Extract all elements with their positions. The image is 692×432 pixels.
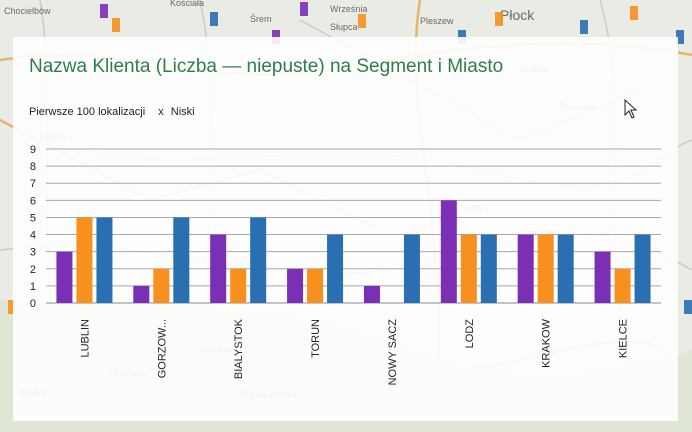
mouse-cursor-icon (624, 99, 638, 119)
bar (460, 234, 477, 303)
bar (133, 285, 150, 303)
filter-close-icon[interactable]: x (158, 106, 164, 118)
bar (76, 217, 93, 303)
chart-panel: Nazwa Klienta (Liczba — niepuste) na Seg… (13, 37, 678, 421)
y-tick-label: 3 (30, 247, 36, 259)
bar (480, 234, 497, 303)
x-tick-label: LODZ (464, 319, 476, 349)
x-tick-label: TORUN (310, 319, 322, 358)
bar (173, 217, 190, 303)
map-marker (495, 12, 503, 26)
map-city-label: Płock (500, 7, 535, 23)
bar (210, 234, 227, 303)
bar (557, 234, 574, 303)
map-city-label: Pleszew (420, 16, 454, 26)
x-tick-label: KIELCE (618, 319, 630, 358)
y-tick-label: 8 (30, 161, 36, 173)
map-marker (100, 4, 108, 18)
map-marker (676, 30, 684, 44)
y-tick-label: 0 (30, 298, 36, 310)
bar (403, 234, 420, 303)
filter-bar: Pierwsze 100 lokalizacji x Niski (29, 106, 205, 118)
bar (537, 234, 554, 303)
bar (250, 217, 267, 303)
y-tick-label: 1 (30, 281, 36, 293)
map-city-label: Września (330, 4, 367, 14)
map-city-label: Kościała (170, 0, 204, 8)
map-marker (630, 6, 638, 20)
filter-label: Pierwsze 100 lokalizacji (29, 106, 146, 118)
map-city-label: Chocielbów (4, 6, 51, 16)
map-marker (358, 14, 366, 28)
map-marker (580, 20, 588, 34)
map-city-label: Śrem (250, 13, 272, 24)
map-city-label: Słupca (330, 22, 358, 32)
x-tick-label: GORZOW... (156, 319, 168, 378)
bar (153, 268, 170, 303)
bar (230, 268, 247, 303)
bar (307, 268, 324, 303)
bar-chart: 0 1 2 3 4 5 6 7 8 9 LUBLIN GORZOW... BIALYSTOK TORUN N… (30, 144, 661, 386)
y-tick-label: 2 (30, 264, 36, 276)
bar (614, 268, 631, 303)
bar (56, 251, 73, 303)
map-marker (684, 300, 692, 314)
map-marker (112, 18, 120, 32)
x-tick-label: BIALYSTOK (233, 318, 245, 379)
map-marker (210, 12, 218, 26)
y-tick-label: 5 (30, 212, 36, 224)
x-tick-label: LUBLIN (79, 319, 91, 358)
bar (96, 217, 113, 303)
y-tick-label: 9 (30, 144, 36, 156)
y-tick-label: 6 (30, 195, 36, 207)
filter-value: Niski (170, 106, 195, 118)
y-tick-label: 4 (30, 230, 36, 242)
map-marker (300, 2, 308, 16)
map-marker (8, 300, 16, 314)
bar (440, 200, 457, 303)
y-tick-label: 7 (30, 178, 36, 190)
x-tick-label: NOWY SACZ (387, 319, 399, 386)
bar (634, 234, 651, 303)
bar (594, 251, 611, 303)
bar (287, 268, 304, 303)
bar (363, 285, 380, 303)
chart-title: Nazwa Klienta (Liczba — niepuste) na Seg… (29, 56, 504, 77)
bar (517, 234, 534, 303)
bar (327, 234, 344, 303)
x-tick-label: KRAKOW (541, 318, 553, 368)
